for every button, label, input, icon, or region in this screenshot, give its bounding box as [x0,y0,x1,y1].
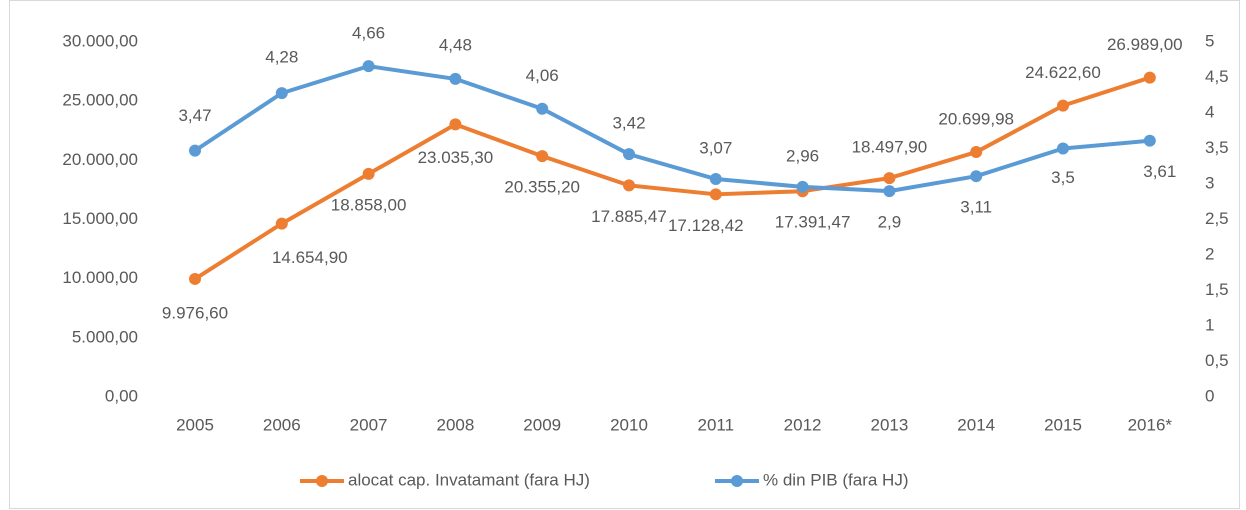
x-tick-label: 2006 [263,415,301,434]
chart-frame [9,0,1240,509]
data-label: 4,66 [352,24,385,43]
data-label: 17.885,47 [591,207,667,226]
y2-tick-label: 3,5 [1205,138,1229,157]
y-tick-label: 15.000,00 [62,209,138,228]
data-label: 26.989,00 [1107,35,1183,54]
y-tick-label: 5.000,00 [72,327,138,346]
x-tick-label: 2008 [436,415,474,434]
series-marker [970,170,983,183]
data-label: 3,47 [178,106,211,125]
series-marker [883,185,896,198]
data-label: 4,06 [526,66,559,85]
x-tick-label: 2005 [176,415,214,434]
series-marker [362,167,375,180]
data-label: 9.976,60 [162,303,228,322]
data-label: 3,11 [960,198,992,217]
x-tick-label: 2015 [1044,415,1082,434]
series-marker [709,188,722,201]
data-label: 23.035,30 [418,148,494,167]
data-label: 24.622,60 [1025,63,1101,82]
series-marker [883,172,896,185]
data-label: 4,48 [439,35,472,54]
legend-label: % din PIB (fara HJ) [763,470,909,489]
legend-marker [316,475,328,487]
data-label: 18.858,00 [331,195,407,214]
x-tick-label: 2014 [957,415,995,434]
data-label: 17.391,47 [775,213,851,232]
series-marker [536,150,549,163]
data-label: 3,07 [699,139,732,158]
y-tick-label: 30.000,00 [62,31,138,50]
x-tick-label: 2007 [350,415,388,434]
y2-tick-label: 3 [1205,173,1214,192]
legend-marker [731,475,743,487]
data-label: 3,5 [1051,168,1075,187]
x-tick-label: 2012 [784,415,822,434]
series-marker [275,87,288,100]
y-tick-label: 10.000,00 [62,268,138,287]
series-marker [970,146,983,159]
y2-tick-label: 2,5 [1205,209,1229,228]
x-tick-label: 2011 [698,415,735,434]
series-line [193,75,1151,281]
y2-tick-label: 5 [1205,31,1214,50]
data-label: 20.699,98 [938,110,1014,129]
y-tick-label: 0,00 [105,386,138,405]
series-marker [536,102,549,115]
y2-tick-label: 0 [1205,386,1214,405]
series-marker [709,173,722,186]
y2-tick-label: 2 [1205,244,1214,263]
x-tick-label: 2013 [870,415,908,434]
series-line [193,64,1150,194]
y-tick-label: 20.000,00 [62,150,138,169]
data-label: 2,9 [878,213,902,232]
series-marker [449,72,462,85]
x-tick-label: 2009 [523,415,561,434]
series-marker [189,272,201,285]
series-marker [1143,134,1156,147]
series-marker [449,118,462,131]
data-label: 18.497,90 [852,138,928,157]
series-marker [796,180,809,193]
x-tick-label: 2016* [1128,415,1173,434]
data-label: 17.128,42 [668,216,744,235]
y2-tick-label: 0,5 [1205,351,1229,370]
data-label: 14.654,90 [272,248,348,267]
series-marker [189,144,201,157]
series-marker [275,217,288,230]
y-tick-label: 25.000,00 [62,91,138,110]
series-marker [362,60,375,73]
x-tick-label: 2010 [610,415,648,434]
y2-tick-label: 1 [1205,315,1214,334]
series-marker [623,148,635,161]
series-marker [1057,142,1069,155]
data-label: 2,96 [786,146,819,165]
series-marker [1143,71,1156,84]
y2-tick-label: 4,5 [1205,67,1229,86]
y2-tick-label: 1,5 [1205,280,1229,299]
data-label: 20.355,20 [504,178,580,197]
data-label: 3,42 [612,114,645,133]
data-label: 3,61 [1143,162,1176,181]
legend-label: alocat cap. Invatamant (fara HJ) [348,470,590,489]
series-marker [1057,99,1069,112]
data-label: 4,28 [265,48,298,67]
series-marker [623,179,635,192]
y2-tick-label: 4 [1205,102,1214,121]
